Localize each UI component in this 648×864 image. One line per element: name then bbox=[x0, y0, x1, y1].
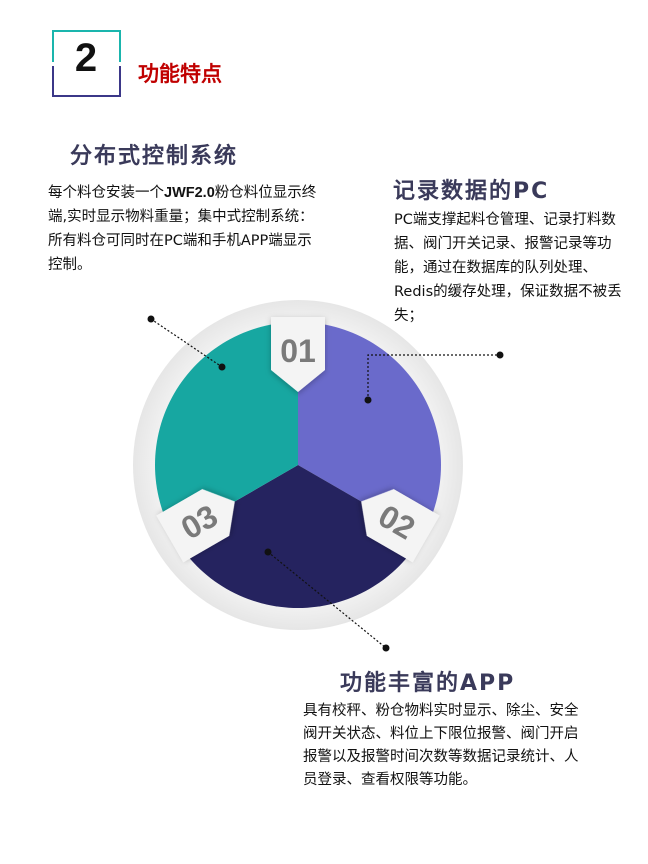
box-bottom-border bbox=[52, 66, 121, 97]
box-top-border bbox=[52, 30, 121, 62]
feature-text-pc: PC端支撑起料仓管理、记录打料数据、阀门开关记录、报警记录等功能，通过在数据库的… bbox=[394, 212, 622, 324]
feature-title-distributed: 分布式控制系统 bbox=[70, 144, 239, 169]
arrow-tab-shape bbox=[361, 489, 440, 563]
leader-dot bbox=[264, 548, 272, 556]
leader-line-2 bbox=[367, 354, 500, 400]
wheel-label: 01 bbox=[280, 333, 316, 369]
leader-dot bbox=[147, 315, 155, 323]
section-number: 2 bbox=[74, 36, 98, 80]
feature-text-distributed: 每个料仓安装一个JWF2.0粉仓料位显示终端,实时显示物料重量；集中式控制系统：… bbox=[48, 181, 320, 277]
arrow-tab-shape bbox=[271, 317, 325, 392]
leader-dot bbox=[218, 363, 226, 371]
leader-line-3 bbox=[267, 551, 387, 649]
leader-dot bbox=[382, 644, 390, 652]
feature-title-pc: 记录数据的PC bbox=[393, 179, 550, 204]
feature-title-app: 功能丰富的APP bbox=[340, 671, 516, 696]
segment-02 bbox=[174, 465, 422, 608]
section-title: 功能特点 bbox=[138, 62, 222, 86]
section-number-box: 2 bbox=[52, 30, 120, 96]
segment-01 bbox=[298, 322, 441, 537]
leader-dot bbox=[364, 396, 372, 404]
arrow-tab-shape bbox=[156, 489, 235, 563]
feature-text-app: 具有校秤、粉仓物料实时显示、除尘、安全阀开关状态、料位上下限位报警、阀门开启报警… bbox=[303, 703, 579, 788]
product-model: JWF2.0 bbox=[164, 185, 215, 201]
segment-03 bbox=[155, 322, 298, 537]
label-tab-01: 01 bbox=[271, 317, 325, 392]
text-part: 粉仓料位显示终端,实时显示物料重量；集中式控制系统：所有料仓可同时在PC端和手机… bbox=[48, 185, 317, 273]
label-tab-03: 03 bbox=[156, 489, 235, 563]
text-part: 每个料仓安装一个 bbox=[48, 185, 164, 201]
leader-dot bbox=[496, 351, 504, 359]
label-tab-02: 02 bbox=[361, 489, 440, 563]
